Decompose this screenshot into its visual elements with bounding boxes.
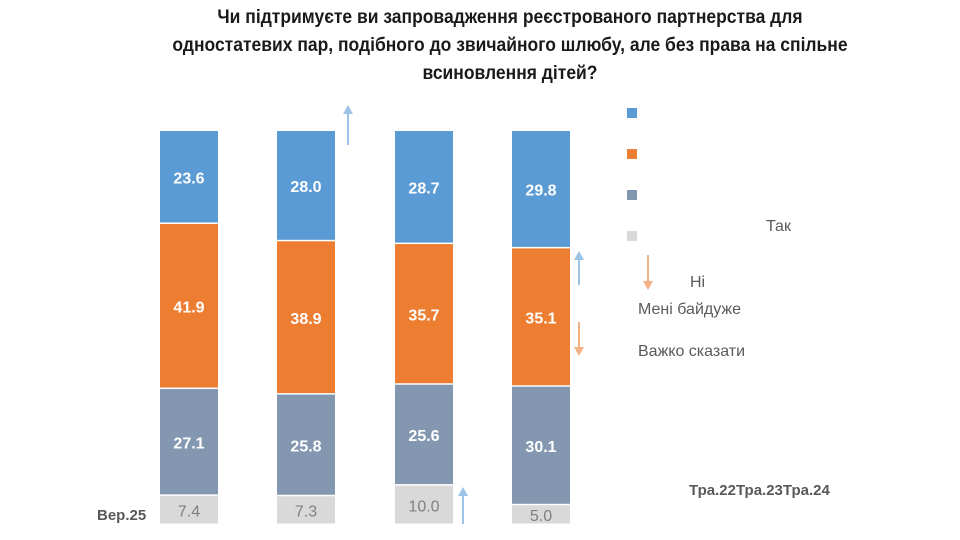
bar-group-0: 23.6 41.9 27.1 7.4 bbox=[160, 131, 218, 524]
data-label: 25.6 bbox=[408, 428, 439, 445]
bar-group-1: 28.0 38.9 25.8 7.3 bbox=[277, 131, 335, 524]
bar-group-2: 28.7 35.7 25.6 10.0 bbox=[395, 131, 453, 524]
chart-title-line-1: Чи підтримуєте ви запровадження реєстров… bbox=[217, 7, 803, 28]
data-label: 23.6 bbox=[173, 170, 204, 187]
period-label-rest: Тра.22Тра.23Тра.24 bbox=[689, 482, 830, 499]
bar-group-3: 29.8 35.1 30.1 5.0 bbox=[512, 131, 570, 525]
arrow-down-icon bbox=[643, 281, 653, 290]
arrow-down-icon bbox=[574, 347, 584, 356]
legend-swatch-ni bbox=[627, 149, 637, 159]
legend-swatch-vazhko bbox=[627, 231, 637, 241]
data-label: 28.7 bbox=[408, 181, 439, 198]
arrow-up-icon bbox=[574, 251, 584, 260]
bar-segment bbox=[160, 495, 218, 524]
data-label: 38.9 bbox=[290, 311, 321, 328]
chart-title-line-2: одностатевих пар, подібного до звичайног… bbox=[172, 35, 848, 56]
bar-segment bbox=[395, 244, 453, 384]
bar-segment bbox=[512, 248, 570, 386]
data-label: 7.4 bbox=[178, 503, 200, 520]
data-label: 29.8 bbox=[525, 183, 556, 200]
bar-segment bbox=[512, 386, 570, 504]
data-label: 30.1 bbox=[525, 439, 556, 456]
data-label: 28.0 bbox=[290, 179, 321, 196]
data-label: 35.1 bbox=[525, 311, 556, 328]
bar-segment bbox=[277, 394, 335, 495]
legend-label-baiduzhe: Мені байдуже bbox=[638, 301, 741, 318]
data-label: 35.7 bbox=[408, 307, 439, 324]
data-label: 10.0 bbox=[408, 498, 439, 515]
bar-segment bbox=[277, 241, 335, 394]
legend-label-ni: Ні bbox=[690, 274, 706, 291]
data-label: 5.0 bbox=[530, 508, 552, 525]
period-label-first: Вер.25 bbox=[97, 507, 147, 524]
bar-segment bbox=[160, 223, 218, 388]
data-label: 7.3 bbox=[295, 504, 317, 521]
arrow-up-icon bbox=[343, 105, 353, 114]
legend-label-vazhko: Важко сказати bbox=[638, 343, 746, 360]
bar-segment bbox=[277, 131, 335, 240]
bar-segment bbox=[160, 389, 218, 495]
legend-swatch-baiduzhe bbox=[627, 190, 637, 200]
bar-segment bbox=[512, 505, 570, 524]
bar-segment bbox=[160, 131, 218, 223]
bar-segment bbox=[277, 496, 335, 524]
legend-swatch-tak bbox=[627, 108, 637, 118]
data-label: 41.9 bbox=[173, 300, 204, 317]
data-label: 27.1 bbox=[173, 435, 204, 452]
bar-segment bbox=[395, 485, 453, 524]
bar-segment bbox=[512, 131, 570, 247]
bar-segment bbox=[395, 384, 453, 485]
bar-segment bbox=[395, 131, 453, 243]
chart-title: Чи підтримуєте ви запровадження реєстров… bbox=[124, 4, 897, 88]
data-label: 25.8 bbox=[290, 438, 321, 455]
legend-label-tak: Так bbox=[766, 218, 791, 235]
arrow-up-icon bbox=[458, 487, 468, 496]
chart-title-line-3: всиновлення дітей? bbox=[422, 63, 598, 84]
